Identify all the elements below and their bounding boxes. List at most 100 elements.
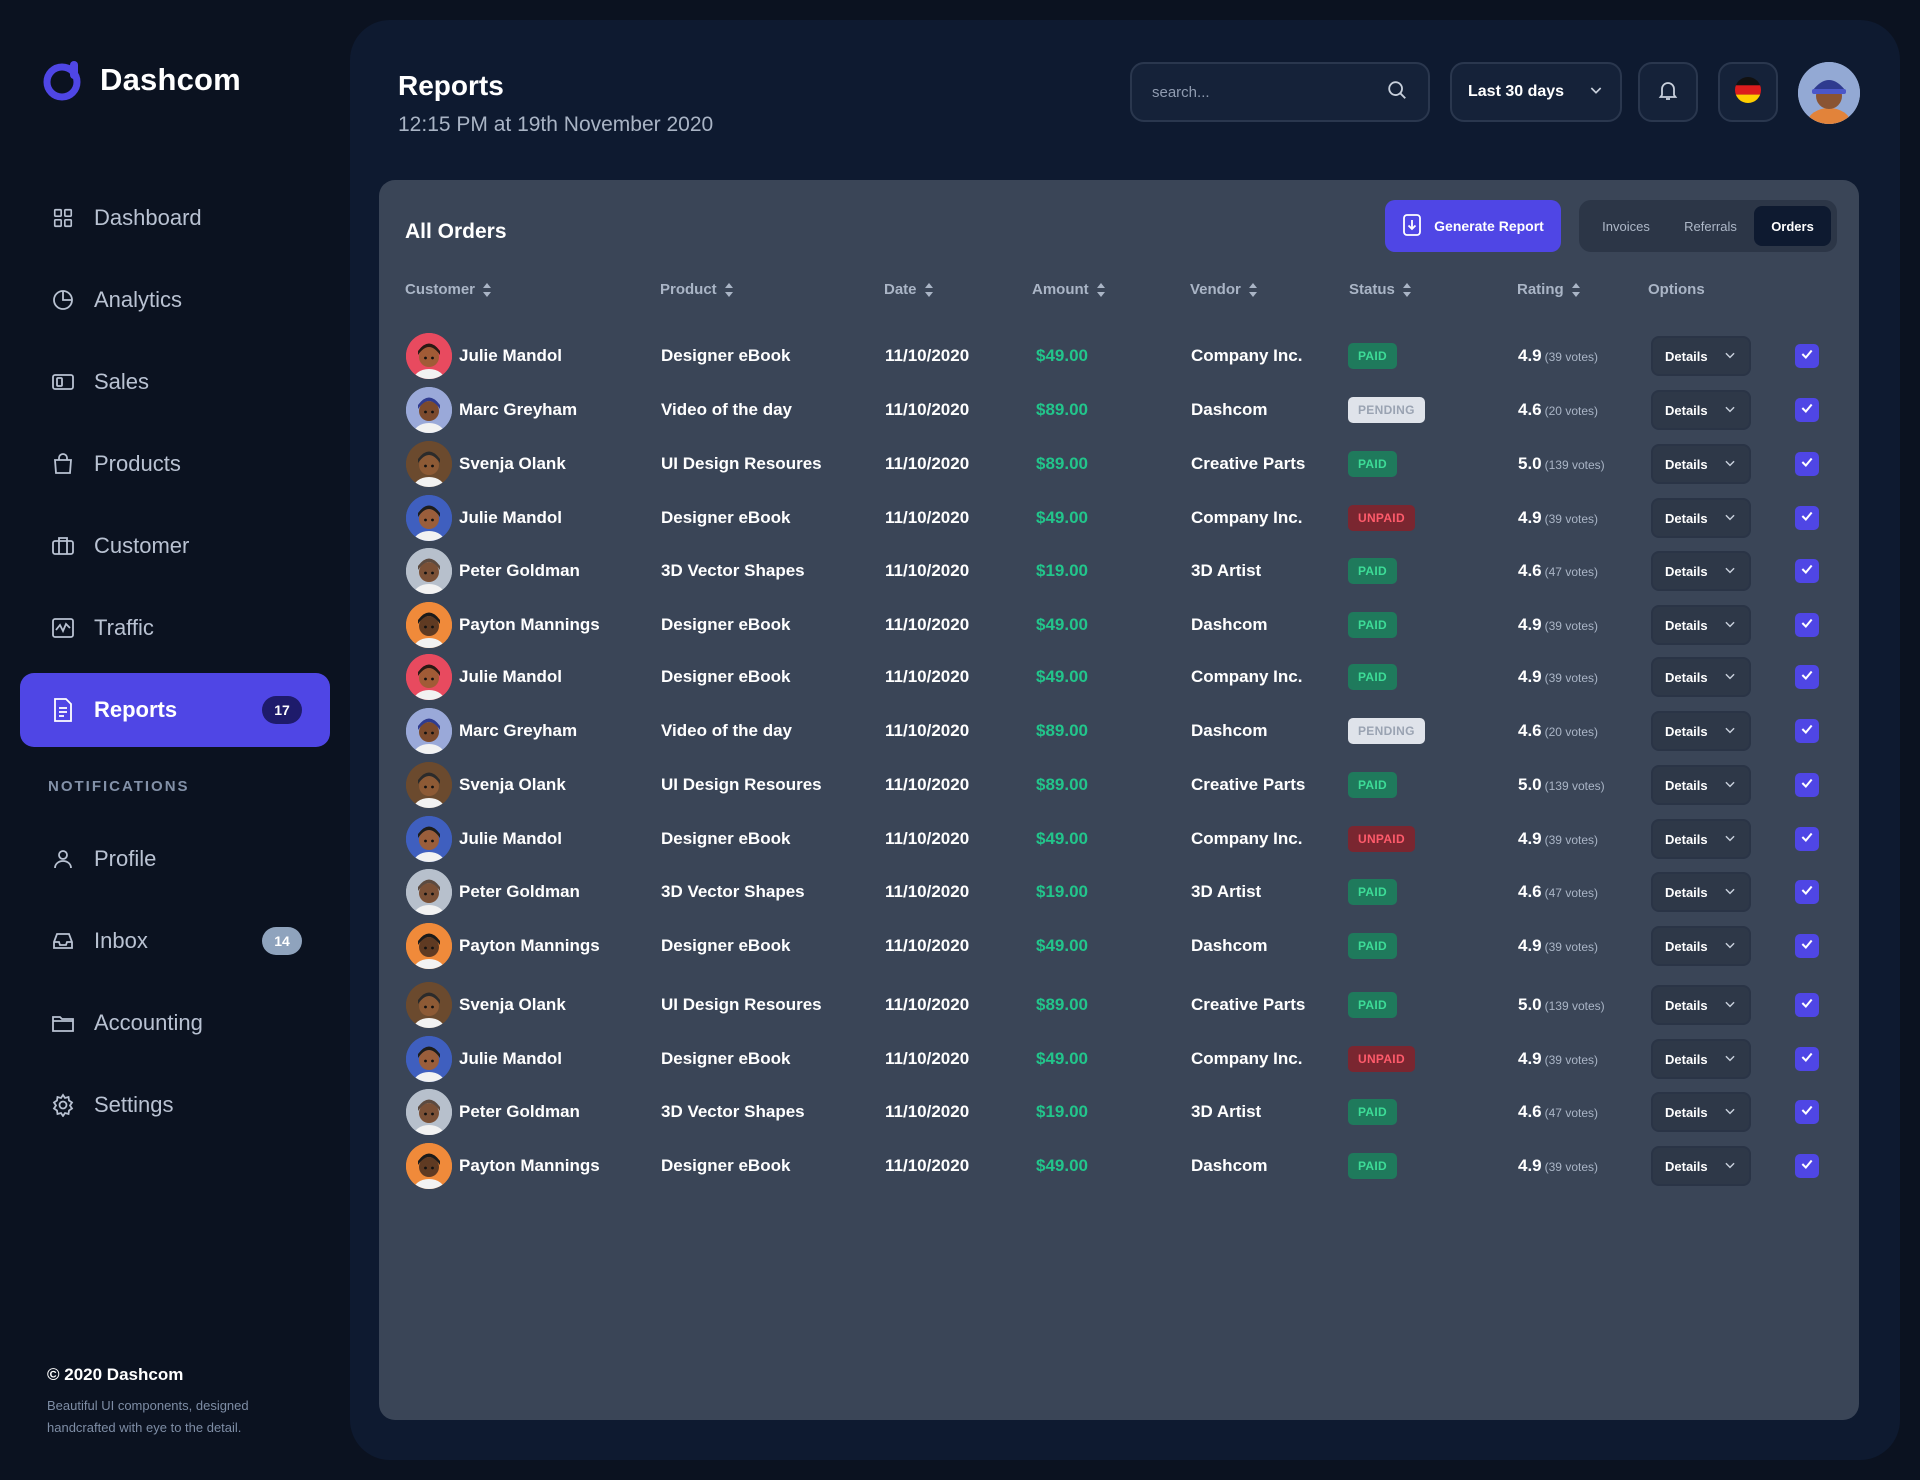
rating-votes: (39 votes) <box>1544 619 1598 633</box>
details-dropdown[interactable]: Details <box>1651 711 1751 751</box>
customer-name: Julie Mandol <box>459 667 562 686</box>
rating: 5.0 (139 votes) <box>1518 995 1605 1015</box>
row-checkbox[interactable] <box>1795 719 1819 743</box>
sidebar-item-settings[interactable]: Settings <box>20 1068 330 1142</box>
order-date: 11/10/2020 <box>885 667 970 686</box>
shopping-bag-icon <box>50 451 76 477</box>
column-header-vendor[interactable]: Vendor <box>1190 281 1257 298</box>
sidebar-item-customer[interactable]: Customer <box>20 509 330 583</box>
column-header-status[interactable]: Status <box>1349 281 1411 298</box>
chevron-down-icon <box>1723 669 1737 686</box>
notifications-button[interactable] <box>1638 62 1698 122</box>
details-label: Details <box>1665 831 1708 847</box>
table-row: Peter Goldman 3D Vector Shapes 11/10/2020 $… <box>379 538 1859 604</box>
customer-avatar <box>406 1089 452 1135</box>
table-row: Julie Mandol Designer eBook 11/10/2020 $49.… <box>379 806 1859 872</box>
details-dropdown[interactable]: Details <box>1651 1039 1751 1079</box>
sidebar-item-traffic[interactable]: Traffic <box>20 591 330 665</box>
details-dropdown[interactable]: Details <box>1651 1092 1751 1132</box>
generate-report-button[interactable]: Generate Report <box>1385 200 1561 252</box>
user-avatar[interactable] <box>1798 62 1860 124</box>
download-document-icon <box>1402 213 1422 239</box>
checkmark-icon <box>1800 347 1814 366</box>
sidebar-item-label: Traffic <box>94 615 154 640</box>
order-date: 11/10/2020 <box>885 400 970 419</box>
details-dropdown[interactable]: Details <box>1651 819 1751 859</box>
table-row: Svenja Olank UI Design Resoures 11/10/2020… <box>379 431 1859 497</box>
row-checkbox[interactable] <box>1795 506 1819 530</box>
rating-value: 4.6 <box>1518 721 1542 740</box>
tab-referrals[interactable]: Referrals <box>1684 218 1737 234</box>
sidebar-item-sales[interactable]: Sales <box>20 345 330 419</box>
sidebar-item-analytics[interactable]: Analytics <box>20 263 330 337</box>
sidebar-item-dashboard[interactable]: Dashboard <box>20 181 330 255</box>
row-checkbox[interactable] <box>1795 559 1819 583</box>
column-header-product[interactable]: Product <box>660 281 733 298</box>
details-dropdown[interactable]: Details <box>1651 926 1751 966</box>
orders-card: All Orders Generate Report Invoices Refe… <box>379 180 1859 1420</box>
rating: 5.0 (139 votes) <box>1518 775 1605 795</box>
row-checkbox[interactable] <box>1795 773 1819 797</box>
logo[interactable]: Dashcom <box>40 58 241 102</box>
rating-value: 4.6 <box>1518 882 1542 901</box>
column-header-date[interactable]: Date <box>884 281 933 298</box>
order-date: 11/10/2020 <box>885 775 970 794</box>
sidebar-item-inbox[interactable]: Inbox 14 <box>20 904 330 978</box>
details-dropdown[interactable]: Details <box>1651 390 1751 430</box>
vendor-name: 3D Artist <box>1191 561 1262 580</box>
sidebar-item-accounting[interactable]: Accounting <box>20 986 330 1060</box>
search-box[interactable] <box>1130 62 1430 122</box>
language-button[interactable] <box>1718 62 1778 122</box>
sidebar-item-profile[interactable]: Profile <box>20 822 330 896</box>
details-dropdown[interactable]: Details <box>1651 336 1751 376</box>
checkmark-icon <box>1800 1157 1814 1176</box>
row-checkbox[interactable] <box>1795 1100 1819 1124</box>
sidebar-footer: © 2020 Dashcom Beautiful UI components, … <box>47 1365 307 1439</box>
page-timestamp: 12:15 PM at 19th November 2020 <box>398 113 714 136</box>
row-checkbox[interactable] <box>1795 1154 1819 1178</box>
tab-orders[interactable]: Orders <box>1754 206 1831 246</box>
row-checkbox[interactable] <box>1795 452 1819 476</box>
row-checkbox[interactable] <box>1795 880 1819 904</box>
status-badge: PAID <box>1348 558 1397 584</box>
order-amount: $49.00 <box>1036 346 1088 365</box>
rating-votes: (39 votes) <box>1544 1160 1598 1174</box>
details-dropdown[interactable]: Details <box>1651 872 1751 912</box>
rating: 4.9 (39 votes) <box>1518 667 1598 687</box>
sidebar-item-products[interactable]: Products <box>20 427 330 501</box>
rating-votes: (39 votes) <box>1544 350 1598 364</box>
chevron-down-icon <box>1723 831 1737 848</box>
vendor-name: Company Inc. <box>1191 667 1303 686</box>
details-dropdown[interactable]: Details <box>1651 498 1751 538</box>
column-header-customer[interactable]: Customer <box>405 281 492 298</box>
tab-invoices[interactable]: Invoices <box>1602 218 1650 234</box>
details-dropdown[interactable]: Details <box>1651 657 1751 697</box>
row-checkbox[interactable] <box>1795 934 1819 958</box>
details-dropdown[interactable]: Details <box>1651 444 1751 484</box>
checkmark-icon <box>1800 562 1814 581</box>
gear-icon <box>50 1092 76 1118</box>
column-header-amount[interactable]: Amount <box>1032 281 1105 298</box>
row-checkbox[interactable] <box>1795 613 1819 637</box>
rating: 4.9 (39 votes) <box>1518 508 1598 528</box>
rating-votes: (139 votes) <box>1544 458 1605 472</box>
row-checkbox[interactable] <box>1795 827 1819 851</box>
details-dropdown[interactable]: Details <box>1651 765 1751 805</box>
details-dropdown[interactable]: Details <box>1651 985 1751 1025</box>
column-header-rating[interactable]: Rating <box>1517 281 1580 298</box>
search-input[interactable] <box>1152 83 1372 101</box>
row-checkbox[interactable] <box>1795 344 1819 368</box>
details-dropdown[interactable]: Details <box>1651 1146 1751 1186</box>
details-dropdown[interactable]: Details <box>1651 551 1751 591</box>
details-label: Details <box>1665 1051 1708 1067</box>
sidebar-item-reports[interactable]: Reports 17 <box>20 673 330 747</box>
date-range-select[interactable]: Last 30 days <box>1450 62 1622 122</box>
status-badge: PAID <box>1348 343 1397 369</box>
search-icon[interactable] <box>1386 79 1408 106</box>
row-checkbox[interactable] <box>1795 665 1819 689</box>
rating-value: 5.0 <box>1518 454 1542 473</box>
row-checkbox[interactable] <box>1795 1047 1819 1071</box>
row-checkbox[interactable] <box>1795 398 1819 422</box>
row-checkbox[interactable] <box>1795 993 1819 1017</box>
details-dropdown[interactable]: Details <box>1651 605 1751 645</box>
